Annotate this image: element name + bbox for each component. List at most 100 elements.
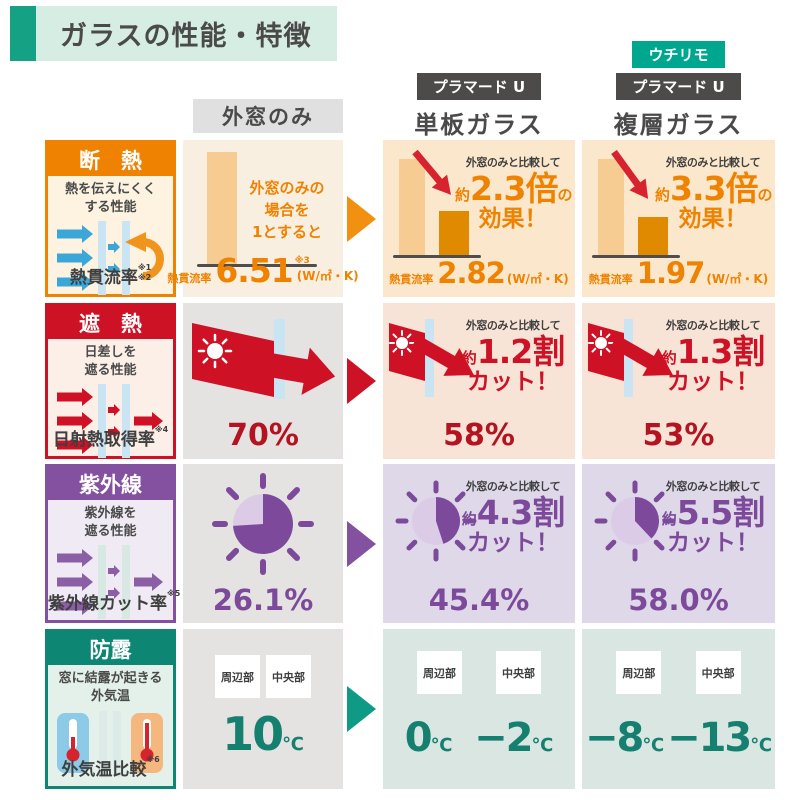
cut-value: 4.3割 (476, 493, 565, 532)
cut-value: 1.2割 (476, 332, 565, 371)
uv-sun-pie-icon (395, 480, 477, 562)
uv-double-cell: 外窓のみと比較して 約5.5割 カット！ 58.0% (582, 464, 775, 623)
flow-arrow-icon (347, 358, 376, 404)
heat-arrows-through-glass-icon (48, 220, 173, 296)
chart-baseline (197, 264, 317, 267)
compare-caption: 外窓のみと比較して (665, 480, 761, 493)
insulation-label-box: 断 熱 熱を伝えにくく する性能 熱貫流率※1 ※ (45, 140, 176, 297)
sun-through-glass-icon (389, 319, 474, 397)
sun-through-glass-icon (192, 319, 336, 399)
bar-comparison-icon (393, 150, 505, 258)
cut-word: カット！ (467, 529, 559, 556)
flow-arrow-icon (347, 195, 376, 242)
solar-gain-baseline: 70% (227, 418, 299, 453)
effect-value: 3.3倍 (670, 169, 758, 208)
double-glass-label: 複層ガラス (613, 111, 744, 139)
cut-word: カット！ (667, 529, 759, 556)
uv-sun-pie-icon (594, 480, 676, 562)
edge-temp: 0 (404, 715, 433, 761)
uv-desc: 紫外線を (84, 506, 137, 521)
sun-through-glass-icon (588, 319, 673, 397)
shading-metric: 日射熱取得率 (52, 430, 155, 450)
row-uv: 紫外線 紫外線を 遮る性能 紫外線カット率※5 (45, 464, 775, 623)
bar-comparison-icon (592, 150, 704, 258)
page-title: ガラスの性能・特徴 (36, 6, 338, 61)
single-glass-label: 単板ガラス (414, 111, 544, 139)
unit-label: (W/㎡・K) (296, 268, 359, 283)
effect-word: 効果！ (478, 205, 548, 232)
condensation-double-cell: 周辺部 中央部 −8 ℃ −13 ℃ (582, 629, 775, 789)
compare-caption: 外窓のみと比較して (465, 319, 561, 332)
effect-word: 効果！ (678, 205, 748, 232)
edge-temp: −8 (584, 715, 644, 761)
compare-caption: 外窓のみと比較して (665, 319, 761, 332)
shading-double-cell: 外窓のみと比較して 約1.3割 カット！ 53% (582, 303, 775, 459)
cut-value: 1.3割 (676, 332, 765, 371)
column-header-single: プラマード U 単板ガラス (383, 73, 575, 140)
sun-heat-arrows-icon (48, 383, 173, 459)
edge-chip: 周辺部 (616, 651, 662, 694)
uv-baseline-cell: 26.1% (183, 464, 343, 623)
solar-gain-value: 58% (443, 418, 515, 453)
uv-arrows-through-glass-icon (48, 544, 173, 620)
insulation-single-cell: 外窓のみと比較して 約2.3倍の 効果！ 熱貫流率 2.82 (W/㎡・K) (383, 140, 575, 297)
condensation-metric: 外気温比較 (61, 760, 147, 780)
condensation-single-cell: 周辺部 中央部 0 ℃ −2 ℃ (383, 629, 575, 789)
condensation-header: 防露 (48, 632, 173, 665)
down-arrow-icon (611, 150, 649, 199)
metric-label: 熱貫流率 (588, 273, 633, 286)
condensation-label-box: 防露 窓に結露が起きる 外気温 (45, 629, 176, 789)
center-chip: 中央部 (496, 651, 541, 694)
insulation-baseline-cell: 外窓のみの 場合を 1とすると 熱貫流率 6.51 ※3 (W/㎡・K) (167, 140, 359, 297)
condensation-baseline-cell: 周辺部 中央部 10℃ (183, 629, 343, 789)
flow-arrow-icon (347, 686, 376, 732)
row-insulation: 断 熱 熱を伝えにくく する性能 熱貫流率※1 ※ (45, 140, 775, 297)
unit-label: (W/㎡・K) (706, 272, 769, 286)
column-header-baseline: 外窓のみ (193, 99, 343, 133)
insulation-metric: 熱貫流率 (69, 268, 138, 288)
u-value: 6.51 (215, 251, 293, 290)
flow-arrow-icon (347, 520, 376, 567)
insulation-header: 断 熱 (48, 143, 173, 176)
row-condensation: 防露 窓に結露が起きる 外気温 (45, 629, 775, 789)
shading-header: 遮 熱 (48, 306, 173, 339)
title-accent-block (10, 6, 36, 61)
u-value: 1.97 (636, 256, 706, 290)
uv-sun-pie-icon (212, 473, 314, 575)
page-title-bar: ガラスの性能・特徴 (10, 6, 338, 61)
compare-caption: 外窓のみと比較して (465, 156, 561, 169)
condensation-desc: 窓に結露が起きる (58, 671, 163, 686)
cut-word: カット！ (467, 368, 559, 395)
center-chip: 中央部 (695, 651, 741, 694)
uv-single-cell: 外窓のみと比較して 約4.3割 カット！ 45.4% (383, 464, 575, 623)
footnote-mark: ※3 (294, 256, 310, 267)
insulation-double-cell: 外窓のみと比較して 約3.3倍の 効果！ 熱貫流率 1.97 (W/㎡・K) (582, 140, 775, 297)
compare-caption: 外窓のみと比較して (465, 480, 561, 493)
effect-value: 2.3倍 (470, 169, 558, 208)
plamade-u-badge: プラマード U (416, 73, 542, 100)
u-value: 2.82 (437, 256, 506, 290)
center-temp: −13 (667, 715, 752, 761)
column-header-double: ウチリモ プラマード U 複層ガラス (582, 41, 775, 140)
uv-cut-baseline: 26.1% (212, 583, 314, 617)
uv-cut-value: 45.4% (428, 583, 530, 617)
edge-chip: 周辺部 (215, 655, 260, 698)
shading-baseline-cell: 70% (183, 303, 343, 459)
uv-header: 紫外線 (48, 467, 173, 500)
baseline-temp: 10 (222, 707, 284, 761)
uchirimo-badge: ウチリモ (632, 41, 725, 68)
row-shading: 遮 熱 日差しを 遮る性能 日射熱取得率※4 (45, 303, 775, 459)
unit-label: (W/㎡・K) (506, 272, 569, 286)
solar-gain-value: 53% (642, 418, 715, 453)
shading-label-box: 遮 熱 日差しを 遮る性能 日射熱取得率※4 (45, 303, 176, 459)
uv-label-box: 紫外線 紫外線を 遮る性能 紫外線カット率※5 (45, 464, 180, 623)
insulation-desc: 熱を伝えにくく (65, 182, 156, 197)
compare-caption: 外窓のみと比較して (665, 156, 761, 169)
uv-cut-value: 58.0% (628, 583, 729, 617)
cut-value: 5.5割 (676, 493, 765, 532)
edge-chip: 周辺部 (417, 651, 462, 694)
center-chip: 中央部 (266, 655, 311, 698)
metric-label: 熱貫流率 (167, 272, 212, 285)
shading-single-cell: 外窓のみと比較して 約1.2割 カット！ 58% (383, 303, 575, 459)
